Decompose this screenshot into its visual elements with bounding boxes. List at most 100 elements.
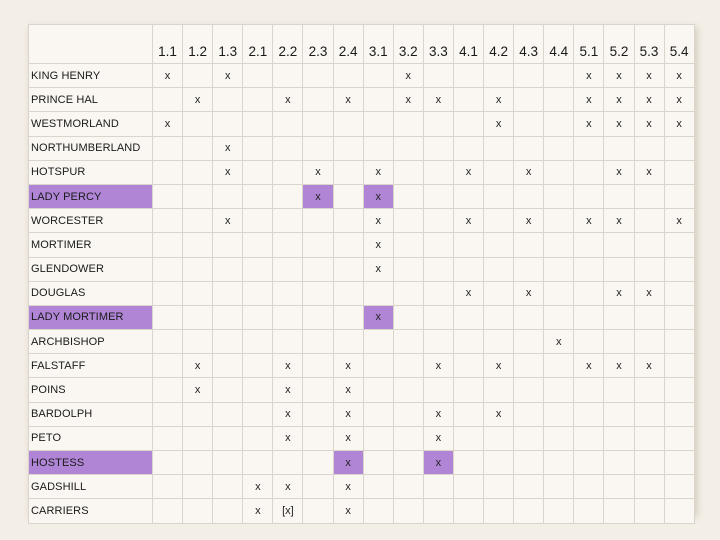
- appearance-cell: [392, 280, 424, 306]
- appearance-cell: [272, 256, 304, 282]
- appearance-cell: x: [663, 87, 695, 113]
- appearance-cell: [452, 232, 485, 258]
- appearance-cell: x: [212, 159, 244, 185]
- appearance-cell: [573, 474, 605, 500]
- appearance-cell: [362, 425, 394, 452]
- character-name: DOUGLAS: [28, 280, 153, 306]
- character-name: WESTMORLAND: [28, 111, 153, 137]
- appearance-cell: [332, 111, 364, 137]
- appearance-cell: x: [633, 62, 665, 89]
- appearance-cell: x: [272, 425, 304, 452]
- appearance-cell: [603, 256, 635, 282]
- appearance-cell: x: [392, 62, 424, 89]
- appearance-cell: [151, 135, 184, 161]
- appearance-cell: [633, 498, 665, 524]
- appearance-cell: [603, 498, 635, 524]
- appearance-cell: [452, 474, 485, 500]
- appearance-cell: [182, 183, 214, 210]
- appearance-cell: x: [603, 159, 635, 185]
- appearance-cell: x: [633, 280, 665, 306]
- appearance-cell: [242, 159, 274, 185]
- scene-header: 5.2: [603, 24, 635, 64]
- scene-header-row: 1.1 1.2 1.3 2.1 2.2 2.3 2.4 3.1 3.2 3.3 4.1 4.2 4.3 4…: [28, 24, 695, 64]
- appearance-cell: [182, 304, 214, 331]
- appearance-cell: [151, 498, 184, 524]
- scene-header: 1.1: [151, 24, 184, 64]
- appearance-cell: [633, 232, 665, 258]
- appearance-cell: [633, 256, 665, 282]
- appearance-cell: [151, 329, 184, 355]
- appearance-cell: [242, 183, 274, 210]
- appearance-cell: x: [362, 232, 394, 258]
- appearance-cell: [362, 280, 394, 306]
- appearance-cell: [422, 62, 454, 89]
- scene-header: 2.1: [242, 24, 274, 64]
- appearance-cell: [182, 329, 214, 355]
- character-name: PETO: [28, 425, 153, 452]
- scene-header: 3.2: [392, 24, 424, 64]
- appearance-cell: [483, 449, 515, 476]
- appearance-cell: [633, 135, 665, 161]
- appearance-cell: x: [483, 353, 515, 379]
- character-row: GLENDOWER x: [28, 256, 695, 282]
- appearance-cell: x: [212, 135, 244, 161]
- appearance-cell: [242, 111, 274, 137]
- appearance-cell: [543, 62, 575, 89]
- character-row: BARDOLPH x x x x: [28, 401, 695, 427]
- appearance-cell: [302, 425, 334, 452]
- appearance-cell: [663, 353, 695, 379]
- appearance-cell: x: [603, 111, 635, 137]
- appearance-cell: [332, 304, 364, 331]
- appearance-cell: [483, 232, 515, 258]
- appearance-cell: [663, 304, 695, 331]
- appearance-cell: [302, 498, 334, 524]
- appearance-cell: [543, 159, 575, 185]
- appearance-cell: [513, 329, 545, 355]
- appearance-cell: [362, 377, 394, 403]
- appearance-cell: [633, 329, 665, 355]
- appearance-cell: [452, 401, 485, 427]
- appearance-cell: [212, 280, 244, 306]
- appearance-cell: [663, 474, 695, 500]
- appearance-cell: [422, 208, 454, 234]
- appearance-cell: [392, 449, 424, 476]
- appearance-cell: [392, 401, 424, 427]
- appearance-cell: [302, 474, 334, 500]
- appearance-cell: [212, 87, 244, 113]
- scene-header: 2.2: [272, 24, 304, 64]
- appearance-cell: x: [663, 62, 695, 89]
- appearance-cell: [302, 353, 334, 379]
- appearance-cell: [573, 135, 605, 161]
- appearance-cell: [422, 159, 454, 185]
- appearance-cell: [543, 280, 575, 306]
- appearance-cell: [272, 304, 304, 331]
- appearance-cell: [151, 208, 184, 234]
- appearance-cell: x: [302, 159, 334, 185]
- appearance-cell: [603, 304, 635, 331]
- appearance-cell: x: [362, 208, 394, 234]
- appearance-cell: [663, 183, 695, 210]
- appearance-cell: [332, 280, 364, 306]
- appearance-cell: [422, 329, 454, 355]
- appearance-cell: [573, 159, 605, 185]
- scene-header: 4.4: [543, 24, 575, 64]
- appearance-cell: [242, 401, 274, 427]
- appearance-cell: [302, 449, 334, 476]
- appearance-cell: [151, 87, 184, 113]
- appearance-cell: [663, 425, 695, 452]
- appearance-cell: [663, 232, 695, 258]
- appearance-cell: [182, 208, 214, 234]
- appearance-cell: [392, 425, 424, 452]
- appearance-cell: [151, 183, 184, 210]
- appearance-cell: x: [332, 353, 364, 379]
- appearance-cell: [362, 111, 394, 137]
- appearance-cell: [302, 401, 334, 427]
- appearance-cell: x: [663, 208, 695, 234]
- appearance-cell: x: [272, 377, 304, 403]
- appearance-cell: x: [513, 280, 545, 306]
- character-row: HOTSPUR x x x x x x x: [28, 159, 695, 185]
- appearance-cell: x: [332, 498, 364, 524]
- appearance-cell: [242, 449, 274, 476]
- appearance-cell: [663, 498, 695, 524]
- appearance-cell: [452, 135, 485, 161]
